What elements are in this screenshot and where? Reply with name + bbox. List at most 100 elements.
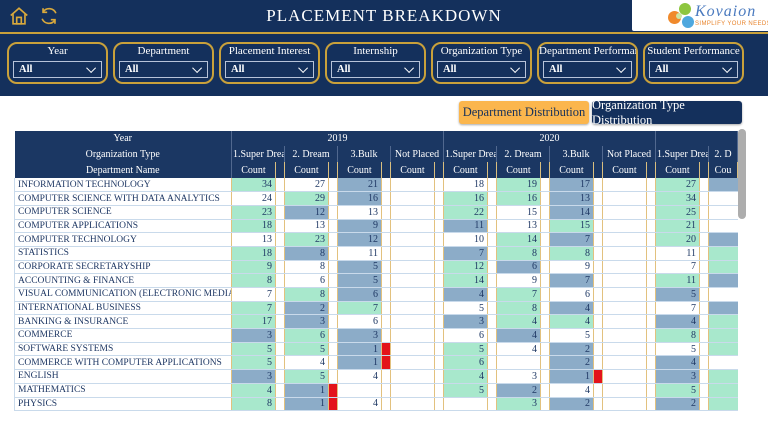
count-cell[interactable]: 11 (655, 246, 700, 261)
count-cell[interactable] (390, 314, 435, 330)
count-cell[interactable]: 4 (549, 301, 594, 316)
department-name-cell[interactable]: INFORMATION TECHNOLOGY (14, 178, 232, 193)
department-name-cell[interactable]: ENGLISH (14, 369, 232, 384)
clipped-count-cell[interactable] (708, 273, 738, 288)
department-name-cell[interactable]: ACCOUNTING & FINANCE (14, 273, 232, 288)
clipped-count-cell[interactable] (708, 397, 738, 412)
count-cell[interactable]: 5 (231, 355, 276, 371)
count-cell[interactable]: 9 (496, 273, 541, 288)
department-name-cell[interactable]: COMPUTER SCIENCE (14, 205, 232, 220)
count-cell[interactable]: 21 (655, 219, 700, 234)
count-cell[interactable] (390, 260, 435, 275)
count-cell[interactable]: 6 (337, 314, 382, 330)
count-cell[interactable] (602, 287, 647, 302)
clipped-count-cell[interactable] (708, 328, 738, 343)
count-cell[interactable] (602, 178, 647, 193)
slicer-dropdown-student-performance[interactable]: All (649, 61, 738, 78)
count-cell[interactable] (390, 328, 435, 343)
count-cell[interactable]: 12 (284, 205, 329, 220)
slicer-dropdown-department[interactable]: All (119, 61, 208, 78)
count-cell[interactable]: 6 (549, 287, 594, 302)
count-cell[interactable] (602, 219, 647, 234)
department-distribution-button[interactable]: Department Distribution (459, 101, 589, 124)
refresh-icon[interactable] (37, 4, 61, 28)
count-cell[interactable] (390, 219, 435, 234)
count-cell[interactable]: 6 (443, 355, 488, 371)
count-cell[interactable]: 4 (549, 314, 594, 330)
clipped-count-cell[interactable] (708, 369, 738, 384)
clipped-count-cell[interactable] (708, 314, 738, 330)
count-cell[interactable]: 34 (655, 191, 700, 206)
count-cell[interactable]: 3 (231, 328, 276, 343)
count-cell[interactable]: 29 (284, 191, 329, 206)
count-cell[interactable]: 4 (284, 355, 329, 371)
count-cell[interactable] (390, 191, 435, 206)
count-cell[interactable]: 1 (337, 342, 382, 357)
clipped-count-cell[interactable] (708, 178, 738, 193)
count-cell[interactable]: 11 (443, 219, 488, 234)
count-cell[interactable]: 5 (655, 342, 700, 357)
count-cell[interactable]: 3 (231, 369, 276, 384)
count-cell[interactable]: 23 (231, 205, 276, 220)
count-cell[interactable]: 2 (549, 342, 594, 357)
count-cell[interactable] (390, 178, 435, 193)
count-cell[interactable]: 11 (337, 246, 382, 261)
count-cell[interactable] (443, 397, 488, 412)
count-cell[interactable]: 10 (443, 232, 488, 247)
count-cell[interactable]: 3 (284, 314, 329, 330)
count-cell[interactable] (602, 232, 647, 247)
count-cell[interactable]: 7 (655, 260, 700, 275)
count-cell[interactable]: 8 (284, 246, 329, 261)
count-cell[interactable]: 5 (655, 287, 700, 302)
count-cell[interactable]: 16 (337, 191, 382, 206)
count-cell[interactable]: 27 (284, 178, 329, 193)
organization-type-distribution-button[interactable]: Organization Type Distribution (592, 98, 742, 127)
count-cell[interactable]: 5 (337, 273, 382, 288)
clipped-count-cell[interactable] (708, 232, 738, 247)
count-cell[interactable]: 13 (231, 232, 276, 247)
count-cell[interactable]: 4 (496, 342, 541, 357)
count-cell[interactable]: 27 (655, 178, 700, 193)
count-cell[interactable]: 7 (337, 301, 382, 316)
count-cell[interactable]: 6 (284, 273, 329, 288)
count-cell[interactable]: 20 (655, 232, 700, 247)
department-name-cell[interactable]: STATISTICS (14, 246, 232, 261)
count-cell[interactable]: 8 (231, 273, 276, 288)
slicer-dropdown-internship[interactable]: All (331, 61, 420, 78)
count-cell[interactable]: 12 (337, 232, 382, 247)
count-cell[interactable]: 25 (655, 205, 700, 220)
count-cell[interactable]: 23 (284, 232, 329, 247)
department-name-cell[interactable]: MATHEMATICS (14, 383, 232, 398)
department-name-cell[interactable]: COMPUTER SCIENCE WITH DATA ANALYTICS (14, 191, 232, 206)
home-icon[interactable] (7, 4, 31, 28)
count-cell[interactable] (390, 301, 435, 316)
count-cell[interactable]: 17 (231, 314, 276, 330)
count-cell[interactable]: 4 (496, 328, 541, 343)
count-cell[interactable]: 4 (231, 383, 276, 398)
count-cell[interactable]: 4 (443, 287, 488, 302)
count-cell[interactable] (390, 273, 435, 288)
clipped-count-cell[interactable] (708, 301, 738, 316)
count-cell[interactable]: 34 (231, 178, 276, 193)
clipped-count-cell[interactable] (708, 355, 738, 371)
count-cell[interactable]: 2 (284, 301, 329, 316)
count-cell[interactable] (496, 355, 541, 371)
count-cell[interactable]: 7 (231, 301, 276, 316)
count-cell[interactable]: 2 (496, 383, 541, 398)
count-cell[interactable]: 6 (337, 287, 382, 302)
count-cell[interactable]: 17 (549, 178, 594, 193)
count-cell[interactable]: 4 (549, 383, 594, 398)
count-cell[interactable]: 4 (655, 314, 700, 330)
count-cell[interactable]: 6 (496, 260, 541, 275)
department-name-cell[interactable]: VISUAL COMMUNICATION (ELECTRONIC MEDIA) (14, 287, 232, 302)
count-cell[interactable]: 16 (443, 191, 488, 206)
count-cell[interactable]: 19 (496, 178, 541, 193)
count-cell[interactable]: 1 (284, 397, 329, 412)
count-cell[interactable] (602, 369, 647, 384)
count-cell[interactable]: 3 (496, 397, 541, 412)
count-cell[interactable] (390, 355, 435, 371)
count-cell[interactable]: 1 (549, 369, 594, 384)
count-cell[interactable] (390, 287, 435, 302)
count-cell[interactable]: 5 (284, 342, 329, 357)
count-cell[interactable]: 22 (443, 205, 488, 220)
